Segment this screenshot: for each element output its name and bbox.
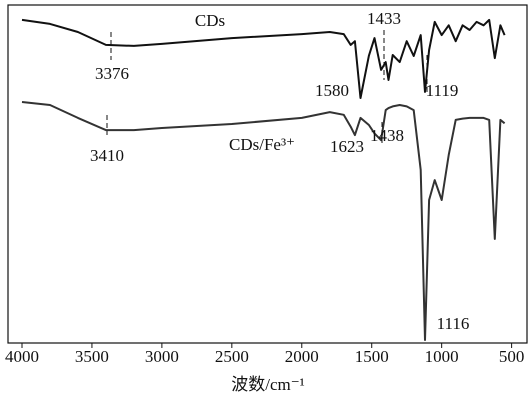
x-tick-label: 1500 [355,347,389,366]
x-tick-label: 2000 [285,347,319,366]
peak-label: 1119 [426,81,459,100]
series-label: CDs/Fe³⁺ [229,135,295,154]
x-axis-label: 波数/cm⁻¹ [231,375,305,394]
peak-label: 1580 [315,81,349,100]
x-tick-label: 4000 [5,347,39,366]
x-tick-label: 3000 [145,347,179,366]
x-tick-label: 3500 [75,347,109,366]
x-tick-label: 500 [499,347,525,366]
spectrum-line [21,101,506,341]
peak-label: 1438 [370,126,404,145]
series-label: CDs [195,11,225,30]
peak-label: 1623 [330,137,364,156]
plot-frame [7,4,528,344]
peak-label: 1433 [367,9,401,28]
peak-label: 3376 [95,64,129,83]
x-tick-label: 1000 [425,347,459,366]
peak-label: 1116 [437,314,470,333]
x-tick-label: 2500 [215,347,249,366]
peak-label: 3410 [90,146,124,165]
spectrum-line [21,18,506,99]
